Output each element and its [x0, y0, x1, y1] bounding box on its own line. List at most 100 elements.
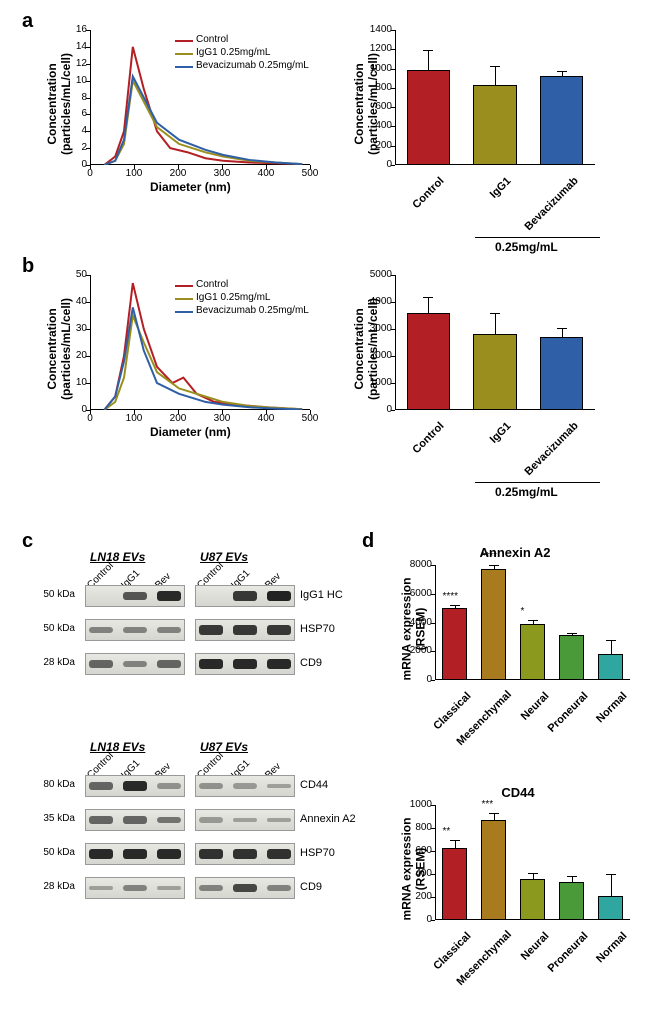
blot-band	[267, 659, 291, 669]
ytick: 8	[55, 92, 87, 103]
line-b-xlabel: Diameter (nm)	[150, 425, 231, 439]
blot-mw: 35 kDa	[25, 813, 75, 824]
ytick: 10	[55, 75, 87, 86]
blot-target: HSP70	[300, 847, 335, 859]
ytick: 2000	[400, 645, 432, 656]
xtick: 400	[254, 413, 278, 424]
blot-band	[89, 660, 113, 668]
blot-band	[157, 849, 181, 859]
blot-band	[89, 782, 113, 790]
blot-band	[267, 625, 291, 635]
blot-band	[233, 659, 257, 669]
legend-control-a: Control	[196, 34, 228, 45]
bar-proneural	[559, 882, 584, 920]
legend-igg1-b: IgG1 0.25mg/mL	[196, 292, 270, 303]
panel-c-label: c	[22, 530, 33, 553]
bar-b-dose-bracket	[475, 482, 600, 483]
bar-mesenchymal	[481, 820, 506, 920]
blot-mw: 28 kDa	[25, 657, 75, 668]
blot-band	[199, 783, 223, 788]
xtick: 100	[122, 413, 146, 424]
bar-normal	[598, 654, 623, 680]
legend-line-control-a	[175, 40, 193, 42]
blot-target: Annexin A2	[300, 813, 356, 825]
blot-band	[157, 886, 181, 891]
bar-label: IgG1	[456, 175, 514, 233]
legend-line-bev-b	[175, 311, 193, 313]
ytick: 600	[360, 101, 392, 112]
ytick: 5000	[360, 269, 392, 280]
blot-band	[267, 818, 291, 823]
blot-target: CD44	[300, 779, 328, 791]
bar-bevacizumab	[540, 76, 583, 165]
blot-mw: 80 kDa	[25, 779, 75, 790]
xtick: 500	[298, 168, 322, 179]
ytick: 800	[400, 822, 432, 833]
ytick: 600	[400, 845, 432, 856]
ytick: 6	[55, 108, 87, 119]
blot-band	[123, 816, 147, 824]
xtick: 200	[166, 168, 190, 179]
blot-band	[233, 625, 257, 635]
bar-bevacizumab	[540, 337, 583, 410]
blot-group: LN18 EVs	[90, 740, 145, 754]
blot-target: IgG1 HC	[300, 589, 343, 601]
xtick: 500	[298, 413, 322, 424]
legend-bev-b: Bevacizumab 0.25mg/mL	[196, 305, 309, 316]
legend-bev-a: Bevacizumab 0.25mg/mL	[196, 60, 309, 71]
blot-target: HSP70	[300, 623, 335, 635]
bar-normal	[598, 896, 623, 920]
ytick: 6000	[400, 588, 432, 599]
sig-marker: **	[443, 826, 451, 837]
blot-band	[89, 849, 113, 859]
ytick: 200	[400, 891, 432, 902]
legend-line-igg1-a	[175, 53, 193, 55]
ytick: 2000	[360, 350, 392, 361]
blot-band	[157, 660, 181, 668]
bar-classical	[442, 608, 467, 680]
bar-label: IgG1	[456, 420, 514, 478]
blot-band	[199, 885, 223, 891]
ytick: 30	[55, 323, 87, 334]
bar-label: Bevacizumab	[522, 420, 580, 478]
blot-band	[199, 817, 223, 822]
blot-band	[233, 591, 257, 601]
blot-band	[123, 781, 147, 791]
bar-mesenchymal	[481, 569, 506, 680]
blot-target: CD9	[300, 657, 322, 669]
blot-band	[157, 817, 181, 824]
blot-band	[267, 849, 291, 859]
ytick: 1000	[360, 377, 392, 388]
ytick: 4000	[360, 296, 392, 307]
sig-marker: ****	[482, 551, 498, 562]
blot-mw: 28 kDa	[25, 881, 75, 892]
bar-classical	[442, 848, 467, 920]
legend-line-igg1-b	[175, 298, 193, 300]
legend-line-control-b	[175, 285, 193, 287]
sig-marker: ****	[443, 591, 459, 602]
blot-group: U87 EVs	[200, 740, 248, 754]
bar-d1-title: Annexin A2	[450, 545, 580, 560]
ytick: 2	[55, 142, 87, 153]
xtick: 200	[166, 413, 190, 424]
blot-group: U87 EVs	[200, 550, 248, 564]
bar-label: Control	[389, 420, 447, 478]
ytick: 4000	[400, 617, 432, 628]
bar-b-dose-label: 0.25mg/mL	[495, 485, 558, 499]
ytick: 200	[360, 140, 392, 151]
bar-a-dose-bracket	[475, 237, 600, 238]
bar-neural	[520, 879, 545, 920]
panel-b-label: b	[22, 255, 34, 278]
bar-label: Bevacizumab	[522, 175, 580, 233]
blot-band	[267, 591, 291, 602]
ytick: 1400	[360, 24, 392, 35]
xtick: 300	[210, 413, 234, 424]
sig-marker: ***	[482, 799, 494, 810]
ytick: 16	[55, 24, 87, 35]
xtick: 0	[78, 413, 102, 424]
panel-a-label: a	[22, 10, 33, 33]
ytick: 1000	[400, 799, 432, 810]
bar-igg1	[473, 85, 516, 165]
ytick: 10	[55, 377, 87, 388]
ytick: 14	[55, 41, 87, 52]
